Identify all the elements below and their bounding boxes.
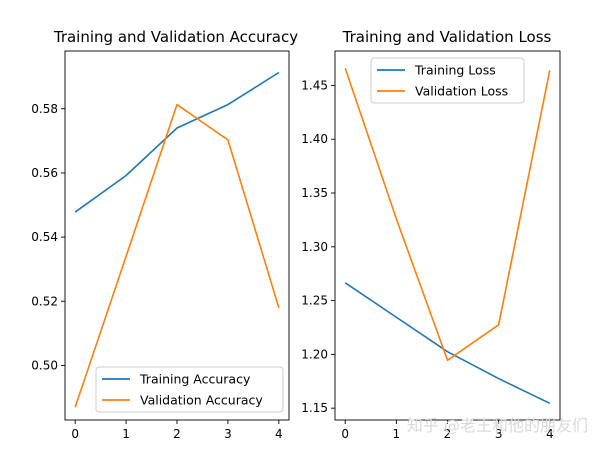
loss-y-tick-label: 1.40	[301, 132, 328, 146]
accuracy-x-tick-label: 3	[224, 427, 232, 441]
loss-y-tick-label: 1.45	[301, 78, 328, 92]
loss-x-tick-label: 0	[341, 427, 349, 441]
loss-y-tick-label: 1.15	[301, 401, 328, 415]
loss-series-line-1	[344, 67, 551, 362]
accuracy-y-tick-label: 0.58	[31, 102, 58, 116]
loss-legend-box	[370, 57, 525, 104]
loss-series-line-0	[344, 282, 551, 405]
accuracy-legend-label: Validation Accuracy	[140, 393, 263, 408]
watermark-text: 知乎 @老王和他的朋友们	[407, 416, 588, 435]
loss-y-tick-label: 1.35	[301, 186, 328, 200]
loss-chart-title: Training and Validation Loss	[342, 28, 552, 46]
loss-plot-area: 0 1 2 3 4 1.15 1.20 1.25 1.30 1.35 1.40 1.45 Trainin…	[301, 50, 561, 441]
accuracy-legend: Training Accuracy Validation Accuracy	[95, 366, 284, 413]
accuracy-subplot: Training and Validation Accuracy 0 1 2 3 4 0.…	[31, 28, 298, 441]
loss-subplot: Training and Validation Loss 0 1 2 3 4 1.15 1.…	[301, 28, 561, 441]
loss-x-tick-label: 3	[495, 427, 503, 441]
accuracy-chart-title: Training and Validation Accuracy	[53, 28, 298, 46]
accuracy-plot-area: 0 1 2 3 4 0.50 0.52 0.54 0.56 0.58 Training Accura…	[31, 50, 290, 441]
loss-legend-label: Validation Loss	[415, 84, 508, 99]
loss-axes-frame	[334, 50, 561, 421]
loss-legend-label: Training Loss	[414, 63, 496, 78]
accuracy-x-tick-label: 1	[122, 427, 130, 441]
accuracy-y-tick-label: 0.54	[31, 230, 58, 244]
accuracy-y-tick-label: 0.52	[31, 294, 58, 308]
accuracy-x-tick-label: 0	[71, 427, 79, 441]
accuracy-y-tick-label: 0.50	[31, 358, 58, 372]
accuracy-legend-box	[95, 366, 284, 413]
loss-x-tick-label: 1	[393, 427, 401, 441]
loss-y-tick-label: 1.20	[301, 347, 328, 361]
accuracy-legend-label: Training Accuracy	[139, 372, 251, 387]
accuracy-x-tick-label: 4	[275, 427, 283, 441]
loss-y-tick-label: 1.30	[301, 240, 328, 254]
accuracy-series-line-1	[74, 103, 280, 408]
loss-legend: Training Loss Validation Loss	[370, 57, 525, 104]
accuracy-series-line-0	[74, 71, 280, 213]
loss-x-tick-label: 2	[444, 427, 452, 441]
accuracy-x-tick-label: 2	[173, 427, 181, 441]
loss-y-tick-label: 1.25	[301, 294, 328, 308]
loss-x-tick-label: 4	[546, 427, 554, 441]
accuracy-y-tick-label: 0.56	[31, 166, 58, 180]
